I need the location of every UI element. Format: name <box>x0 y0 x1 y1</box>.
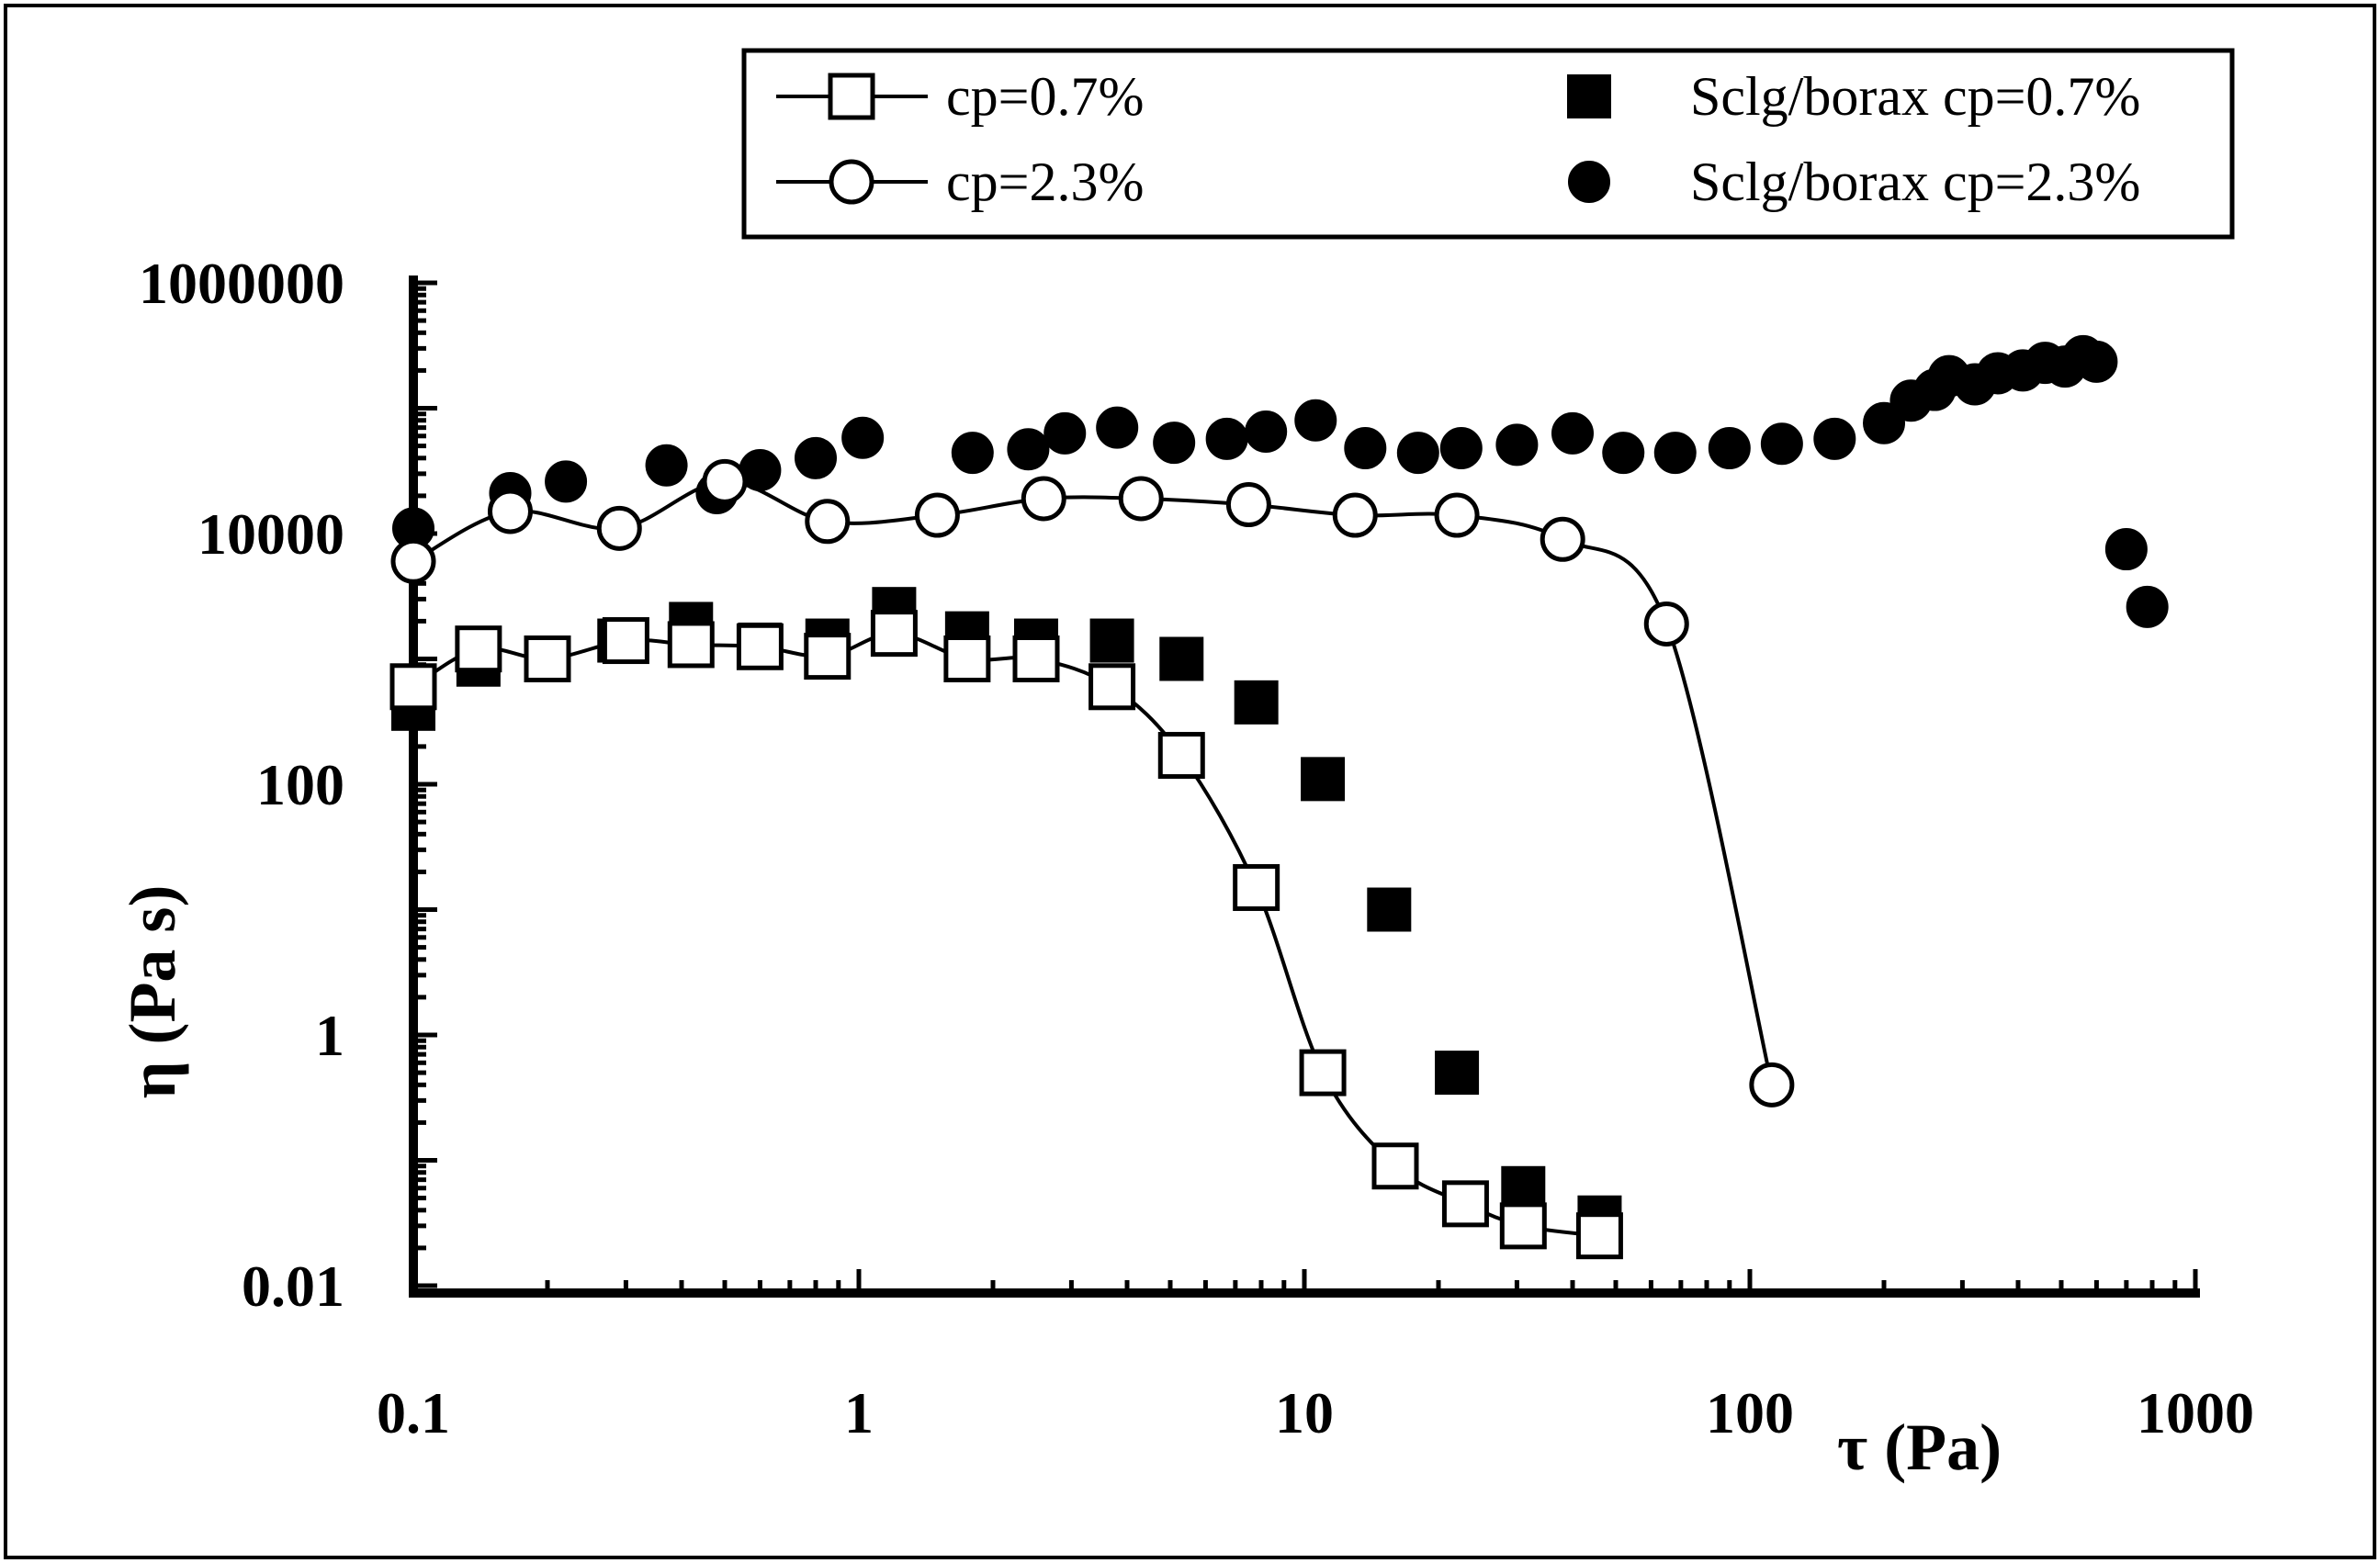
figure-frame <box>4 4 2376 1559</box>
data-point <box>1371 1142 1419 1190</box>
data-point <box>1344 427 1387 470</box>
data-point <box>1225 482 1271 528</box>
legend-label-cp07: cp=0.7% <box>946 66 1144 127</box>
legend-entry-cp07: cp=0.7% <box>776 66 1144 127</box>
data-point <box>1435 1051 1480 1096</box>
data-point <box>667 621 715 669</box>
data-point <box>1643 601 1689 647</box>
data-point <box>602 617 649 665</box>
data-point <box>1708 427 1751 470</box>
data-point <box>545 460 588 503</box>
legend-entry-borax-cp23: Sclg/borax cp=2.3% <box>1568 152 2140 212</box>
data-point <box>1234 680 1279 725</box>
x-axis-label: τ (Pa) <box>1837 1411 2002 1484</box>
data-point <box>1813 417 1856 460</box>
y-tick-label: 10000 <box>197 501 344 567</box>
data-point <box>1367 887 1412 932</box>
data-point <box>455 625 502 673</box>
data-point <box>951 432 994 475</box>
legend-label-borax-cp07: Sclg/borax cp=0.7% <box>1690 66 2140 127</box>
y-tick-label: 1 <box>315 1003 344 1068</box>
legend-label-borax-cp23: Sclg/borax cp=2.3% <box>1690 152 2140 212</box>
data-point <box>1233 863 1280 911</box>
legend-marker-cp23 <box>829 159 874 205</box>
data-point <box>1088 663 1136 711</box>
data-point <box>794 436 837 479</box>
data-point <box>1118 476 1164 522</box>
data-point <box>1089 618 1134 663</box>
data-point <box>1153 422 1196 465</box>
data-point <box>1749 1062 1795 1108</box>
data-point <box>1096 406 1139 449</box>
data-point <box>805 499 851 545</box>
data-point <box>1012 635 1060 682</box>
data-point <box>1434 492 1480 538</box>
data-point <box>1575 1212 1623 1260</box>
data-point <box>1501 1165 1546 1210</box>
x-tick-label: 10 <box>1275 1380 1334 1445</box>
y-tick-label: 0.01 <box>242 1254 344 1319</box>
data-point <box>1157 732 1205 780</box>
data-point <box>524 635 571 682</box>
y-tick-label: 1000000 <box>139 251 344 316</box>
series-0-markers <box>389 610 1623 1260</box>
data-point <box>645 444 688 487</box>
data-point <box>870 610 918 658</box>
data-point <box>1760 422 1803 466</box>
data-point <box>1495 423 1539 467</box>
data-point <box>1159 636 1204 681</box>
data-point <box>1439 427 1483 470</box>
legend-marker-borax-cp07 <box>1567 74 1611 118</box>
data-point <box>1551 411 1594 455</box>
y-axis-label: η (Pa s) <box>116 885 189 1099</box>
data-point <box>2104 528 2148 571</box>
data-point <box>389 663 437 711</box>
data-point <box>1396 432 1439 475</box>
data-point <box>2075 340 2118 383</box>
data-point <box>1301 757 1346 802</box>
data-point <box>1294 399 1337 442</box>
data-point <box>1540 516 1585 562</box>
x-tick-label: 1 <box>844 1380 874 1445</box>
x-tick-label: 100 <box>1706 1380 1794 1445</box>
data-point <box>487 489 533 534</box>
data-point <box>596 505 642 551</box>
legend-marker-borax-cp23 <box>1568 161 1610 203</box>
data-point <box>1043 411 1087 455</box>
series-1-markers <box>390 458 1795 1108</box>
data-point <box>2126 585 2169 628</box>
legend-box <box>741 48 2235 240</box>
data-point <box>1499 1202 1547 1250</box>
data-point <box>1653 432 1697 475</box>
data-point <box>943 635 991 682</box>
data-point <box>1299 1049 1347 1096</box>
legend-entry-borax-cp07: Sclg/borax cp=0.7% <box>1567 66 2140 127</box>
data-point <box>841 416 885 459</box>
data-markers <box>389 334 2169 1260</box>
legend-entry-cp23: cp=2.3% <box>776 152 1144 212</box>
data-point <box>1441 1180 1489 1228</box>
legend: cp=0.7% Sclg/borax cp=0.7% cp=2.3% Sclg/… <box>741 48 2235 240</box>
data-point <box>1602 432 1645 475</box>
data-point <box>1205 417 1248 460</box>
tick-labels: 0.1 1 10 100 1000 0.01 1 100 10000 1000000 <box>139 251 2254 1445</box>
legend-label-cp23: cp=2.3% <box>946 152 1144 212</box>
data-point <box>1007 428 1050 471</box>
x-tick-label: 0.1 <box>377 1380 450 1445</box>
data-point <box>804 633 852 680</box>
data-point <box>390 538 436 584</box>
y-tick-label: 100 <box>256 752 344 817</box>
data-point <box>914 492 960 538</box>
data-point <box>1245 410 1288 454</box>
data-point <box>736 623 784 670</box>
legend-marker-cp07 <box>828 73 875 120</box>
data-point <box>1332 492 1378 538</box>
data-point <box>702 458 748 504</box>
data-point <box>1021 476 1066 522</box>
x-tick-label: 1000 <box>2137 1380 2254 1445</box>
